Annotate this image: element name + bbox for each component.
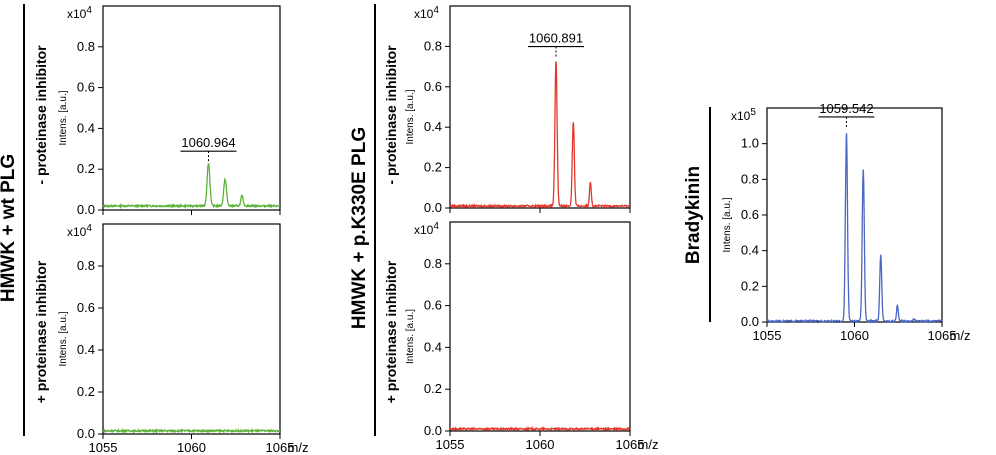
peak-label: 1059.542 (819, 101, 873, 116)
y-multiplier-base: x10 (731, 109, 751, 123)
y-multiplier: x105 (731, 107, 756, 123)
x-axis-label: m/z (638, 437, 659, 452)
y-tick-label: 0.8 (424, 38, 442, 53)
y-tick-label: 0.6 (77, 80, 95, 95)
y-tick-label: 0.0 (424, 423, 442, 438)
spectrum-line (102, 162, 281, 210)
y-tick-label: 0.2 (77, 384, 95, 399)
y-multiplier-base: x10 (67, 225, 87, 239)
y-multiplier-exponent: 4 (86, 223, 92, 234)
y-tick-label: 0.8 (424, 256, 442, 271)
x-tick-label: 1055 (753, 328, 782, 343)
spectrum-panel-k330e-minus: 0.0 0.2 0.4 0.6 0.8 x104 Intens. [a.u.] 1060.89… (405, 5, 631, 215)
group-label-bradykinin: Bradykinin (683, 166, 704, 264)
y-tick-label: 0.0 (77, 202, 95, 217)
y-tick-label: 0.2 (424, 381, 442, 396)
spectrum-line (766, 133, 943, 324)
y-tick-label: 0.4 (741, 243, 759, 258)
y-multiplier: x104 (414, 221, 439, 237)
group-label-wt: HMWK + wt PLG (0, 154, 19, 302)
y-tick-label: 0.2 (77, 161, 95, 176)
y-tick-label: 0.2 (741, 278, 759, 293)
condition-label-wt-plus: + proteinase inhibitor (33, 260, 49, 403)
y-tick-label: 0.6 (741, 207, 759, 222)
x-tick-label: 1055 (89, 440, 118, 455)
spectrum-line (102, 427, 281, 435)
y-axis-label: Intens. [a.u.] (58, 90, 69, 145)
condition-label-wt-minus: - proteinase inhibitor (33, 45, 49, 185)
y-tick-label: 0.8 (741, 171, 759, 186)
y-tick-label: 0.6 (77, 300, 95, 315)
y-axis-label: Intens. [a.u.] (405, 309, 416, 364)
condition-label-k330e-minus: - proteinase inhibitor (383, 45, 399, 185)
group-label-k330e: HMWK + p.K330E PLG (349, 127, 370, 329)
y-multiplier-exponent: 4 (86, 5, 92, 16)
y-multiplier: x104 (67, 223, 92, 239)
y-tick-label: 0.0 (424, 200, 442, 215)
x-tick-label: 1065 (928, 328, 957, 343)
y-multiplier-exponent: 5 (750, 107, 756, 118)
spectrum-line (449, 61, 631, 210)
y-tick-label: 0.8 (77, 39, 95, 54)
y-tick-label: 0.6 (424, 79, 442, 94)
y-multiplier-base: x10 (414, 223, 434, 237)
y-tick-label: 0.4 (424, 119, 442, 134)
plot-frame (102, 5, 281, 211)
x-tick-label: 1060 (177, 440, 206, 455)
y-tick-label: 0.6 (424, 298, 442, 313)
peak-label: 1060.891 (529, 31, 583, 46)
x-axis-label: m/z (950, 328, 971, 343)
condition-label-k330e-plus: + proteinase inhibitor (383, 260, 399, 403)
y-tick-label: 1.0 (741, 136, 759, 151)
x-axis-label: m/z (288, 440, 309, 455)
y-axis-label: Intens. [a.u.] (58, 311, 69, 366)
y-tick-label: 0.4 (77, 342, 95, 357)
plot-frame (102, 223, 281, 435)
spectrum-panel-wt-minus: 0.0 0.2 0.4 0.6 0.8 x104 Intens. [a.u.] 1060.96… (58, 5, 281, 217)
y-tick-label: 0.0 (77, 426, 95, 441)
y-multiplier: x104 (67, 5, 92, 21)
y-tick-label: 0.2 (424, 160, 442, 175)
peak-label: 1060.964 (181, 135, 235, 150)
y-axis-label: Intens. [a.u.] (722, 197, 733, 252)
x-tick-label: 1065 (616, 437, 645, 452)
y-multiplier-exponent: 4 (433, 221, 439, 232)
x-tick-label: 1055 (436, 437, 465, 452)
spectrum-line (449, 425, 631, 432)
y-tick-label: 0.0 (741, 314, 759, 329)
y-axis-label: Intens. [a.u.] (405, 89, 416, 144)
plot-frame (766, 107, 943, 323)
plot-frame (449, 221, 631, 432)
y-tick-label: 0.8 (77, 258, 95, 273)
x-tick-label: 1060 (840, 328, 869, 343)
y-multiplier-base: x10 (414, 7, 434, 21)
y-multiplier: x104 (414, 5, 439, 21)
y-multiplier-base: x10 (67, 7, 87, 21)
y-tick-label: 0.4 (424, 339, 442, 354)
y-tick-label: 0.4 (77, 120, 95, 135)
y-multiplier-exponent: 4 (433, 5, 439, 16)
x-tick-label: 1060 (526, 437, 555, 452)
x-tick-label: 1065 (266, 440, 295, 455)
